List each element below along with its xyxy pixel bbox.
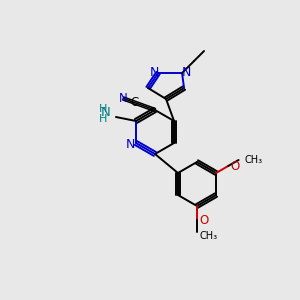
Text: N: N	[101, 106, 111, 119]
Text: N: N	[125, 139, 135, 152]
Text: CH₃: CH₃	[199, 231, 217, 241]
Text: N: N	[119, 92, 128, 105]
Text: CH₃: CH₃	[244, 155, 263, 165]
Text: H: H	[99, 104, 107, 114]
Text: H: H	[99, 114, 107, 124]
Text: C: C	[130, 96, 139, 109]
Text: N: N	[149, 65, 159, 79]
Text: N: N	[182, 65, 191, 79]
Text: O: O	[230, 160, 239, 172]
Text: O: O	[199, 214, 208, 226]
